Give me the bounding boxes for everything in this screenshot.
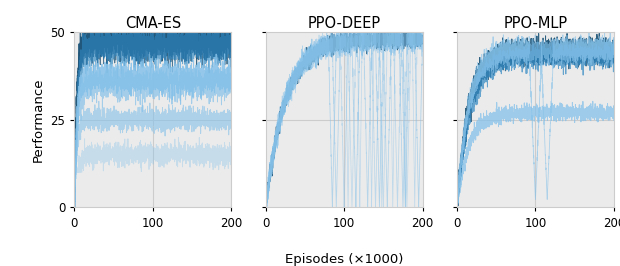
Text: Episodes (×1000): Episodes (×1000) (285, 253, 403, 266)
Y-axis label: Performance: Performance (32, 77, 45, 162)
Title: CMA-ES: CMA-ES (125, 16, 181, 31)
Title: PPO-DEEP: PPO-DEEP (308, 16, 381, 31)
Title: PPO-MLP: PPO-MLP (503, 16, 567, 31)
